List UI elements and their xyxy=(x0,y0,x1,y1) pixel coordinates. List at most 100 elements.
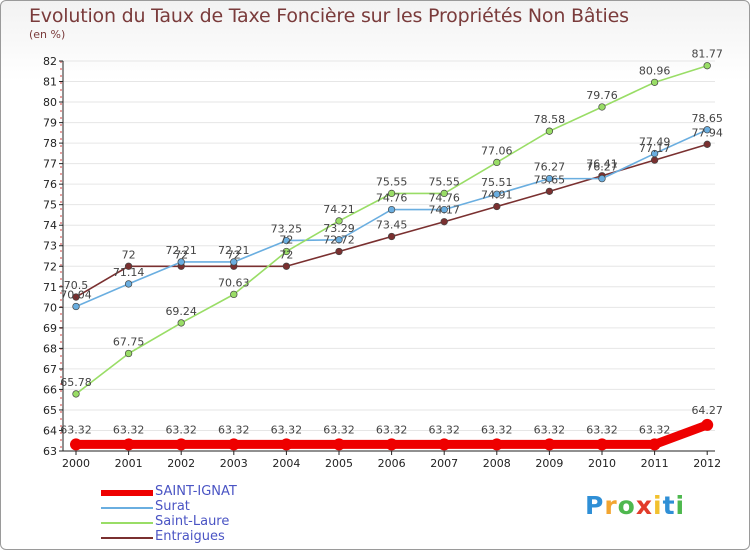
data-point xyxy=(493,202,501,211)
data-point xyxy=(333,438,345,451)
data-point xyxy=(493,158,501,167)
y-tick-label: 67 xyxy=(43,363,57,376)
x-tick-label: 2002 xyxy=(167,457,195,470)
data-label: 65.78 xyxy=(60,376,92,389)
data-point xyxy=(387,189,396,198)
logo-letter: P xyxy=(585,491,605,520)
data-label: 75.55 xyxy=(376,175,408,188)
y-tick-label: 73 xyxy=(43,240,57,253)
x-tick-label: 2006 xyxy=(378,457,406,470)
legend-label: Surat xyxy=(155,499,190,514)
data-point xyxy=(335,247,343,256)
data-point xyxy=(703,140,711,148)
logo-letter: o xyxy=(617,491,636,520)
data-point xyxy=(177,319,185,327)
logo-letter: i xyxy=(675,491,686,520)
legend-swatch xyxy=(101,507,153,509)
data-point xyxy=(493,190,501,198)
data-label: 78.65 xyxy=(691,112,723,125)
legend-label: Saint-Laure xyxy=(155,514,230,529)
data-point xyxy=(230,258,238,266)
y-tick-label: 65 xyxy=(43,404,57,417)
data-label: 74.21 xyxy=(323,203,355,216)
data-point xyxy=(282,262,291,270)
y-tick-label: 63 xyxy=(43,445,57,458)
x-tick-label: 2003 xyxy=(220,457,248,470)
x-tick-label: 2007 xyxy=(430,457,458,470)
data-label: 69.24 xyxy=(165,305,197,318)
data-label: 77.06 xyxy=(481,144,513,157)
data-point xyxy=(703,126,711,134)
data-point xyxy=(438,438,451,451)
x-tick-label: 2011 xyxy=(641,457,669,470)
x-tick-label: 2008 xyxy=(483,457,511,470)
data-label: 81.77 xyxy=(691,48,723,61)
legend-swatch xyxy=(101,537,153,539)
data-point xyxy=(124,280,133,288)
data-label: 76.27 xyxy=(534,161,566,174)
proxiti-logo: Proxiti xyxy=(585,491,685,520)
data-point xyxy=(72,293,80,301)
data-label: 72 xyxy=(122,248,136,261)
data-point xyxy=(280,438,293,451)
y-tick-label: 72 xyxy=(43,260,57,273)
data-point xyxy=(177,258,185,266)
chart-title: Evolution du Taux de Taxe Foncière sur l… xyxy=(29,5,629,27)
x-tick-label: 2012 xyxy=(693,457,721,470)
data-label: 72.21 xyxy=(165,244,197,257)
legend-label: Entraigues xyxy=(155,529,225,544)
data-label: 78.58 xyxy=(534,113,566,126)
data-label: 72 xyxy=(279,248,293,261)
y-tick-label: 76 xyxy=(43,178,57,191)
data-label: 63.32 xyxy=(323,423,355,436)
data-label: 74.17 xyxy=(428,204,460,217)
data-label: 67.75 xyxy=(113,336,145,349)
data-point xyxy=(282,247,291,256)
data-point xyxy=(650,156,659,164)
data-label: 75.51 xyxy=(481,176,513,189)
legend-label: SAINT-IGNAT xyxy=(155,484,237,499)
data-point xyxy=(282,236,291,245)
data-label: 63.32 xyxy=(586,423,618,436)
data-label: 73.29 xyxy=(323,222,355,235)
data-point xyxy=(124,262,133,270)
data-label: 64.27 xyxy=(691,404,723,417)
y-tick-label: 66 xyxy=(43,383,57,396)
logo-letter: r xyxy=(604,491,618,520)
data-point xyxy=(598,103,606,111)
data-point xyxy=(124,349,133,358)
data-point xyxy=(490,438,503,451)
data-point xyxy=(545,127,554,135)
data-label: 77.49 xyxy=(639,136,671,149)
data-label: 75.65 xyxy=(534,173,566,186)
data-point xyxy=(440,205,448,214)
data-point xyxy=(545,174,554,183)
x-tick-label: 2004 xyxy=(272,457,300,470)
y-tick-label: 81 xyxy=(43,76,57,89)
x-tick-label: 2010 xyxy=(588,457,616,470)
data-point xyxy=(701,418,714,431)
data-point xyxy=(72,390,80,398)
data-label: 72.21 xyxy=(218,244,250,257)
data-label: 74.91 xyxy=(481,189,513,202)
data-label: 73.45 xyxy=(376,219,408,232)
x-tick-label: 2000 xyxy=(62,457,90,470)
data-point xyxy=(385,438,398,451)
data-label: 72.72 xyxy=(323,233,355,246)
data-label: 70.63 xyxy=(218,276,250,289)
data-label: 74.76 xyxy=(376,192,408,205)
data-label: 77.94 xyxy=(691,126,723,139)
data-label: 63.32 xyxy=(639,423,671,436)
data-point xyxy=(387,232,396,241)
data-point xyxy=(122,438,135,451)
y-tick-label: 82 xyxy=(43,55,57,68)
data-label: 63.32 xyxy=(428,423,460,436)
y-tick-label: 78 xyxy=(43,137,57,150)
data-point xyxy=(440,218,448,226)
data-label: 72 xyxy=(279,233,293,246)
x-tick-label: 2005 xyxy=(325,457,353,470)
data-label: 77.17 xyxy=(639,142,671,155)
data-label: 76.27 xyxy=(586,161,618,174)
